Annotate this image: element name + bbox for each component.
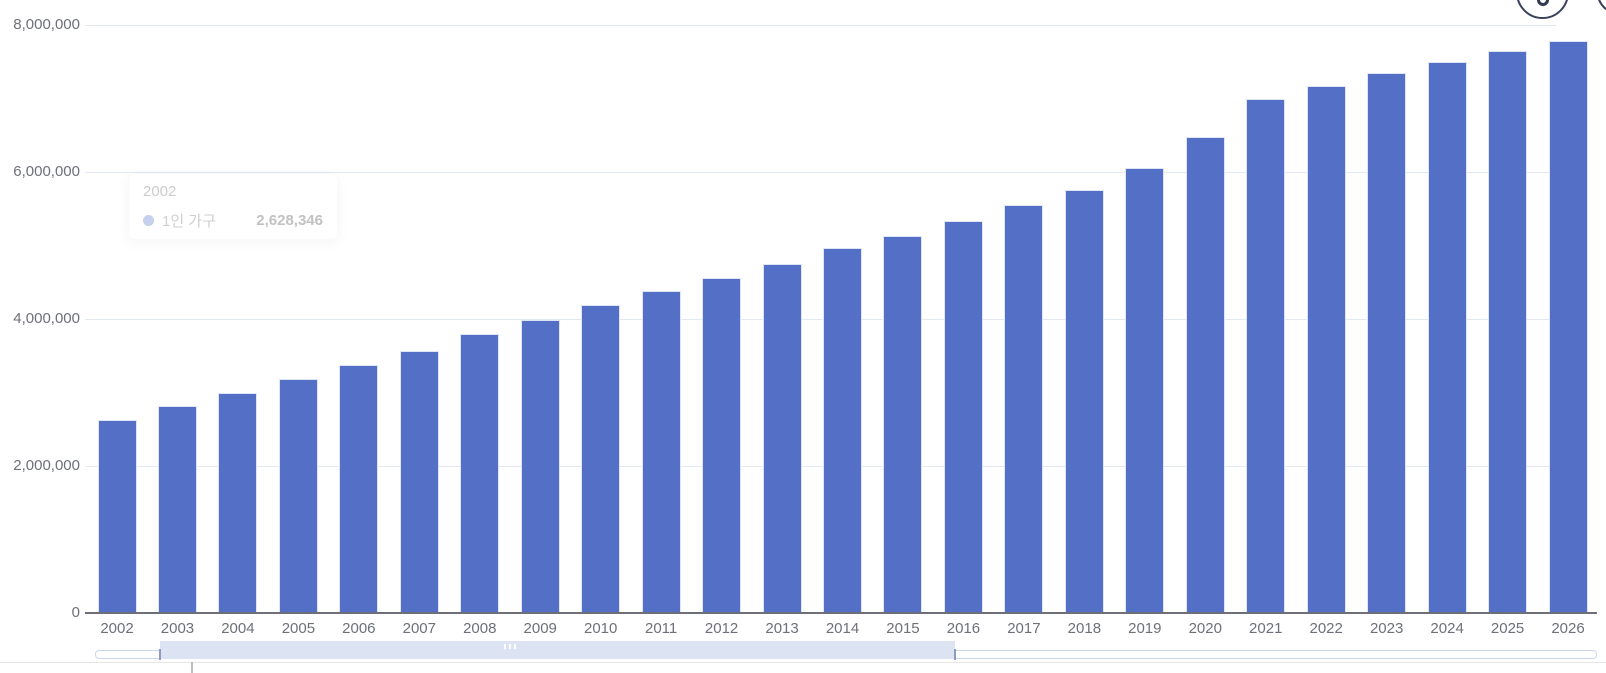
x-axis-tick-label: 2015 bbox=[886, 620, 920, 637]
bottom-tick bbox=[191, 662, 193, 673]
x-axis-tick-label: 2005 bbox=[281, 620, 316, 637]
gridline bbox=[85, 25, 1556, 26]
toolbox-button-secondary[interactable] bbox=[1597, 0, 1606, 14]
bar-2013[interactable] bbox=[762, 263, 802, 613]
circle-button-icon bbox=[1537, 0, 1549, 6]
x-axis-tick-label: 2008 bbox=[463, 620, 497, 637]
bar-2008[interactable] bbox=[460, 334, 500, 613]
y-axis-tick-label: 0 bbox=[71, 604, 80, 621]
bar-2025[interactable] bbox=[1488, 50, 1528, 613]
page-divider bbox=[0, 662, 1606, 663]
x-axis-tick-label: 2021 bbox=[1249, 620, 1283, 637]
gridline bbox=[85, 319, 1556, 320]
x-axis-tick-label: 2019 bbox=[1128, 620, 1162, 637]
bar-2024[interactable] bbox=[1427, 61, 1467, 613]
x-axis-tick-label: 2010 bbox=[583, 620, 618, 637]
tooltip-value: 2,628,346 bbox=[256, 212, 323, 229]
bar-2020[interactable] bbox=[1185, 136, 1225, 613]
y-axis-tick-label: 8,000,000 bbox=[13, 16, 80, 33]
bar-2006[interactable] bbox=[339, 364, 379, 613]
tooltip-row: 1인 가구 2,628,346 bbox=[143, 210, 323, 231]
bar-2015[interactable] bbox=[883, 235, 923, 613]
bar-2021[interactable] bbox=[1246, 99, 1286, 613]
bar-2010[interactable] bbox=[581, 305, 621, 613]
x-axis-tick-label: 2002 bbox=[100, 620, 134, 637]
bar-2016[interactable] bbox=[943, 221, 983, 613]
x-axis-tick-label: 2017 bbox=[1007, 620, 1041, 637]
y-axis-tick-label: 6,000,000 bbox=[13, 163, 80, 180]
tooltip-series-label: 1인 가구 bbox=[162, 213, 216, 230]
x-axis-tick-label: 2009 bbox=[523, 620, 557, 637]
x-axis-tick-label: 2014 bbox=[825, 620, 860, 637]
bar-2026[interactable] bbox=[1548, 41, 1588, 613]
series-marker-icon bbox=[143, 215, 154, 226]
datazoom-grip-icon[interactable] bbox=[504, 644, 516, 649]
datazoom-right-handle[interactable] bbox=[954, 649, 956, 660]
x-axis-line bbox=[85, 612, 1597, 614]
bar-2019[interactable] bbox=[1125, 168, 1165, 613]
gridline bbox=[85, 466, 1556, 467]
bar-2002[interactable] bbox=[97, 419, 137, 613]
x-axis-tick-label: 2020 bbox=[1188, 620, 1222, 637]
bar-2012[interactable] bbox=[702, 277, 742, 613]
chart-tooltip: 2002 1인 가구 2,628,346 bbox=[128, 173, 338, 240]
bar-2022[interactable] bbox=[1306, 86, 1346, 613]
datazoom-selected-range[interactable] bbox=[160, 641, 955, 659]
bar-2004[interactable] bbox=[218, 392, 258, 613]
bar-2005[interactable] bbox=[278, 378, 318, 613]
x-axis-tick-label: 2012 bbox=[704, 620, 739, 637]
x-axis-tick-label: 2007 bbox=[402, 620, 436, 637]
x-axis-tick-label: 2011 bbox=[644, 620, 678, 637]
x-axis-tick-label: 2013 bbox=[765, 620, 799, 637]
x-axis-tick-label: 2004 bbox=[221, 620, 255, 637]
x-axis-tick-label: 2024 bbox=[1430, 620, 1464, 637]
bar-2009[interactable] bbox=[520, 320, 560, 613]
x-axis-tick-label: 2022 bbox=[1309, 620, 1343, 637]
bar-2014[interactable] bbox=[823, 248, 863, 613]
datazoom-left-handle[interactable] bbox=[159, 649, 161, 660]
x-axis-tick-label: 2023 bbox=[1369, 620, 1404, 637]
x-axis-tick-label: 2016 bbox=[946, 620, 981, 637]
bar-2007[interactable] bbox=[399, 350, 439, 613]
bar-2011[interactable] bbox=[641, 291, 681, 613]
x-axis-tick-label: 2006 bbox=[342, 620, 376, 637]
y-axis-tick-label: 2,000,000 bbox=[13, 457, 80, 474]
x-axis-tick-label: 2025 bbox=[1490, 620, 1525, 637]
bar-2003[interactable] bbox=[157, 406, 197, 613]
gridline bbox=[85, 172, 1556, 173]
tooltip-title: 2002 bbox=[143, 183, 177, 200]
bar-2017[interactable] bbox=[1004, 205, 1044, 613]
bar-2018[interactable] bbox=[1064, 189, 1104, 613]
bar-2023[interactable] bbox=[1367, 72, 1407, 613]
x-axis-tick-label: 2026 bbox=[1551, 620, 1585, 637]
y-axis-tick-label: 4,000,000 bbox=[13, 310, 80, 327]
x-axis-tick-label: 2003 bbox=[160, 620, 195, 637]
x-axis-tick-label: 2018 bbox=[1067, 620, 1102, 637]
